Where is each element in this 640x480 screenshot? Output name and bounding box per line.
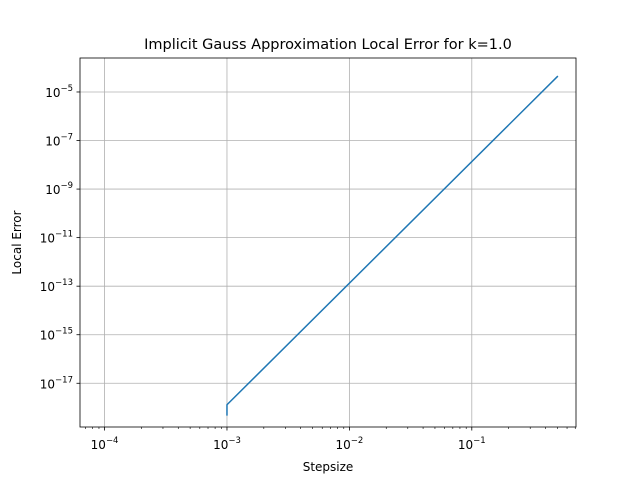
- y-tick-label: 10−9: [45, 181, 73, 197]
- x-tick-label: 10−1: [458, 436, 486, 452]
- axis-ticks: 10−4 10−3 10−2 10−1 10−5 10−7 10−9 10−11 10−13 10…: [40, 84, 576, 452]
- x-axis-label: Stepsize: [303, 460, 354, 474]
- grid-lines: [80, 58, 576, 427]
- y-tick-label: 10−17: [40, 375, 73, 391]
- data-series: [226, 75, 559, 416]
- y-tick-label: 10−5: [45, 84, 73, 100]
- plot-frame: [79, 57, 577, 428]
- y-tick-label: 10−15: [40, 327, 73, 343]
- y-tick-label: 10−13: [40, 278, 73, 294]
- y-tick-label: 10−11: [40, 230, 73, 246]
- x-tick-label: 10−4: [91, 436, 119, 452]
- y-axis-label: Local Error: [10, 210, 24, 274]
- y-tick-label: 10−7: [45, 133, 73, 149]
- x-tick-label: 10−2: [335, 436, 363, 452]
- chart-title: Implicit Gauss Approximation Local Error…: [144, 37, 512, 53]
- x-tick-label: 10−3: [213, 436, 241, 452]
- series-line: [226, 75, 559, 416]
